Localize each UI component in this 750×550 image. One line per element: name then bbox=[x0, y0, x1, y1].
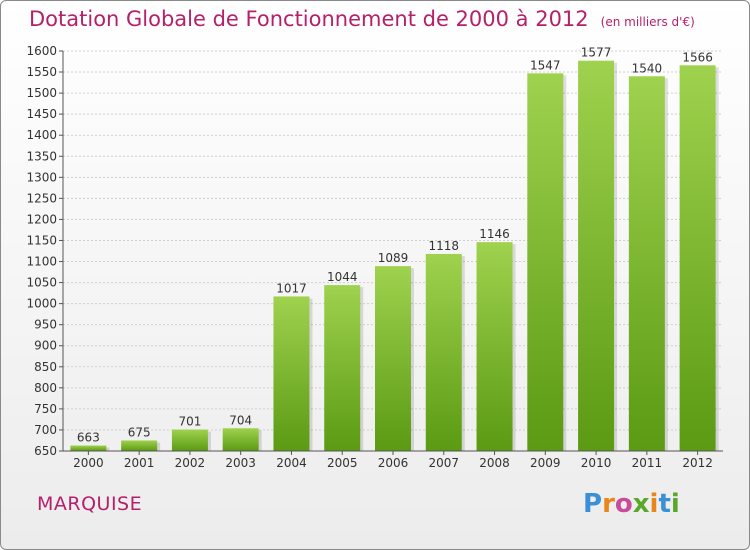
x-tick-label: 2010 bbox=[581, 456, 612, 470]
logo-letter: x bbox=[632, 489, 650, 519]
x-tick-label: 2009 bbox=[530, 456, 561, 470]
x-tick-label: 2002 bbox=[175, 456, 206, 470]
data-label: 1146 bbox=[479, 227, 510, 241]
y-tick-label: 1600 bbox=[26, 44, 57, 58]
bar-2010 bbox=[578, 60, 615, 452]
bar-2007 bbox=[425, 253, 462, 451]
y-tick-label: 1350 bbox=[26, 149, 57, 163]
logo-letter: i bbox=[670, 489, 680, 519]
data-label: 1044 bbox=[327, 270, 358, 284]
y-tick-label: 1200 bbox=[26, 212, 57, 226]
data-label: 1540 bbox=[632, 61, 663, 75]
axes bbox=[59, 50, 723, 455]
bar-2009 bbox=[527, 73, 564, 451]
x-tick-label: 2008 bbox=[479, 456, 510, 470]
data-label: 701 bbox=[178, 415, 201, 429]
bar-2011 bbox=[628, 76, 665, 452]
data-label: 675 bbox=[128, 425, 151, 439]
logo-letter: t bbox=[658, 489, 671, 519]
bar-2008 bbox=[476, 242, 513, 451]
labels: 650 700 750 800 850 900 950 1000 1050 1100 1150 120… bbox=[26, 44, 712, 470]
y-tick-label: 1050 bbox=[26, 276, 57, 290]
x-tick-label: 2011 bbox=[632, 456, 663, 470]
x-tick-label: 2003 bbox=[225, 456, 256, 470]
logo-letter: P bbox=[583, 489, 603, 519]
y-tick-label: 750 bbox=[34, 402, 57, 416]
chart-title: Dotation Globale de Fonctionnement de 20… bbox=[29, 7, 695, 31]
data-label: 1577 bbox=[581, 46, 612, 60]
bar-2012 bbox=[679, 65, 716, 451]
x-tick-label: 2012 bbox=[682, 456, 713, 470]
x-tick-label: 2004 bbox=[276, 456, 307, 470]
bar-2002 bbox=[171, 429, 208, 451]
chart-unit: (en milliers d'€) bbox=[600, 15, 695, 29]
y-tick-label: 700 bbox=[34, 423, 57, 437]
proxiti-logo: Proxiti bbox=[583, 489, 680, 519]
logo-letter: r bbox=[602, 489, 615, 519]
x-tick-label: 2000 bbox=[73, 456, 104, 470]
data-label: 704 bbox=[229, 413, 252, 427]
x-tick-label: 2006 bbox=[378, 456, 409, 470]
y-tick-label: 1550 bbox=[26, 65, 57, 79]
y-tick-label: 1100 bbox=[26, 255, 57, 269]
data-label: 663 bbox=[77, 431, 100, 445]
bar-2003 bbox=[222, 428, 259, 451]
y-tick-label: 850 bbox=[34, 360, 57, 374]
y-tick-label: 900 bbox=[34, 339, 57, 353]
x-tick-label: 2001 bbox=[124, 456, 155, 470]
bar-2006 bbox=[375, 266, 411, 451]
x-tick-label: 2007 bbox=[428, 456, 459, 470]
y-tick-label: 800 bbox=[34, 381, 57, 395]
logo-letter: o bbox=[614, 489, 633, 519]
data-label: 1089 bbox=[378, 251, 409, 265]
data-label: 1118 bbox=[428, 239, 459, 253]
bar-2001 bbox=[121, 440, 158, 451]
y-tick-label: 1300 bbox=[26, 170, 57, 184]
x-tick-label: 2005 bbox=[327, 456, 358, 470]
bar-2004 bbox=[273, 296, 310, 451]
y-tick-label: 1450 bbox=[26, 107, 57, 121]
data-label: 1017 bbox=[276, 281, 307, 295]
bar-2005 bbox=[324, 285, 361, 451]
y-tick-label: 1000 bbox=[26, 297, 57, 311]
data-label: 1566 bbox=[682, 50, 713, 64]
logo-letter: i bbox=[649, 489, 659, 519]
y-tick-label: 950 bbox=[34, 318, 57, 332]
y-tick-label: 650 bbox=[34, 444, 57, 458]
y-tick-label: 1400 bbox=[26, 128, 57, 142]
y-tick-label: 1150 bbox=[26, 233, 57, 247]
y-tick-label: 1250 bbox=[26, 191, 57, 205]
city-name: MARQUISE bbox=[37, 493, 143, 515]
chart-title-text: Dotation Globale de Fonctionnement de 20… bbox=[29, 7, 589, 31]
bars bbox=[70, 60, 719, 452]
data-label: 1547 bbox=[530, 58, 561, 72]
y-tick-label: 1500 bbox=[26, 86, 57, 100]
bar-2000 bbox=[70, 445, 107, 451]
